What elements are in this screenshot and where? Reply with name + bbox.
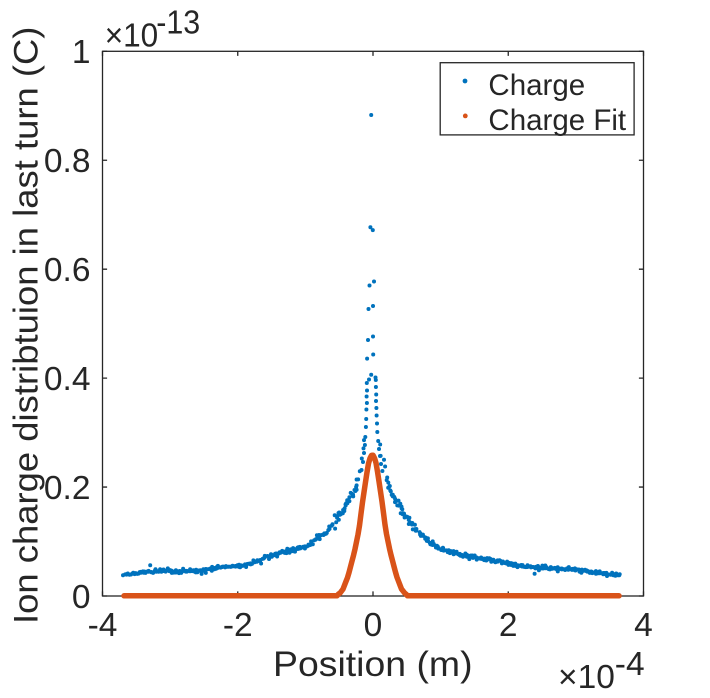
svg-text:Position (m): Position (m) xyxy=(273,645,473,684)
svg-text:2: 2 xyxy=(499,607,518,644)
svg-text:-4: -4 xyxy=(88,607,118,644)
svg-text:Ion charge distribtuion in las: Ion charge distribtuion in last turn (C) xyxy=(8,27,46,625)
svg-text:Charge: Charge xyxy=(488,69,585,102)
svg-text:0: 0 xyxy=(364,607,383,644)
svg-text:-2: -2 xyxy=(223,607,253,644)
svg-text:4: 4 xyxy=(634,607,653,644)
svg-text:1: 1 xyxy=(72,34,91,71)
svg-text:×10: ×10 xyxy=(558,659,615,693)
svg-text:0.8: 0.8 xyxy=(44,143,91,180)
svg-text:0.4: 0.4 xyxy=(44,361,91,398)
svg-text:0.6: 0.6 xyxy=(44,252,91,289)
svg-text:-13: -13 xyxy=(156,4,200,41)
svg-text:×10: ×10 xyxy=(105,17,159,54)
svg-text:0.2: 0.2 xyxy=(44,470,91,507)
svg-text:-4: -4 xyxy=(615,646,645,683)
svg-text:Charge Fit: Charge Fit xyxy=(488,104,626,137)
svg-text:0: 0 xyxy=(72,579,91,616)
